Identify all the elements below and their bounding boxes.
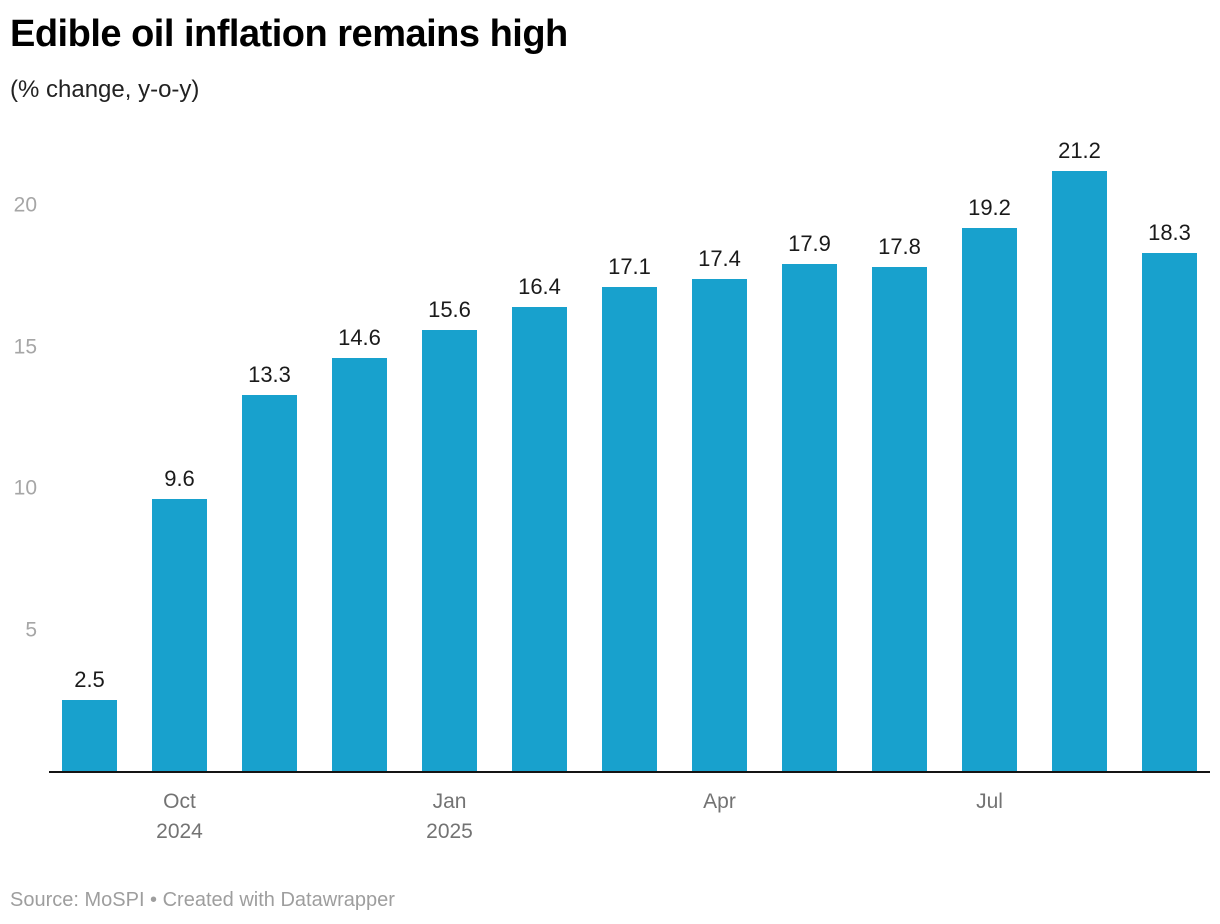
bar-value-label: 15.6 xyxy=(428,296,471,322)
bar-value-label: 9.6 xyxy=(164,466,195,492)
bar xyxy=(512,306,567,771)
bar xyxy=(422,329,477,771)
x-axis-tick-label: Apr xyxy=(703,790,736,813)
bar xyxy=(332,357,387,771)
bars-container: 2.5 9.6 Oct 2024 13.3 14.6 15.6 Jan 2025 16.4 17… xyxy=(49,130,1210,843)
bar-item: 21.2 xyxy=(1052,130,1107,771)
plot-area: 2.5 9.6 Oct 2024 13.3 14.6 15.6 Jan 2025 16.4 17… xyxy=(14,130,1210,843)
bar xyxy=(962,227,1017,771)
bar xyxy=(152,499,207,771)
bar-item: 17.8 xyxy=(872,130,927,771)
x-axis-tick-label: Jan 2025 xyxy=(426,790,473,843)
x-axis-tick-label: Jul xyxy=(976,790,1003,813)
bar-item: 19.2 Jul xyxy=(962,130,1017,813)
y-axis-tick-label: 20 xyxy=(13,193,37,217)
bar-item: 17.1 xyxy=(602,130,657,771)
bar-value-label: 17.9 xyxy=(788,231,831,257)
bar-value-label: 13.3 xyxy=(248,361,291,387)
bar-item: 9.6 Oct 2024 xyxy=(152,130,207,843)
bar-item: 14.6 xyxy=(332,130,387,771)
bar xyxy=(1052,171,1107,771)
bar-value-label: 17.1 xyxy=(608,254,651,280)
bar-item: 13.3 xyxy=(242,130,297,771)
bar xyxy=(782,264,837,771)
bar-value-label: 21.2 xyxy=(1058,138,1101,164)
bar-value-label: 2.5 xyxy=(74,667,105,693)
bar-value-label: 17.4 xyxy=(698,245,741,271)
bar xyxy=(242,394,297,771)
bar-item: 16.4 xyxy=(512,130,567,771)
bar xyxy=(872,267,927,771)
chart-header: Edible oil inflation remains high (% cha… xyxy=(10,12,1210,104)
bar-value-label: 17.8 xyxy=(878,234,921,260)
bar-item: 2.5 xyxy=(62,130,117,771)
bar-item: 17.9 xyxy=(782,130,837,771)
bar-item: 18.3 xyxy=(1142,130,1197,771)
bar xyxy=(62,700,117,771)
bar-item: 17.4 Apr xyxy=(692,130,747,813)
bar-value-label: 16.4 xyxy=(518,273,561,299)
y-axis-tick-label: 10 xyxy=(13,476,37,500)
source-note: Source: MoSPI • Created with Datawrapper xyxy=(10,889,395,911)
chart-title: Edible oil inflation remains high xyxy=(10,13,568,55)
bar xyxy=(1142,253,1197,771)
bar-value-label: 19.2 xyxy=(968,194,1011,220)
x-axis-tick-label: Oct 2024 xyxy=(156,790,203,843)
y-axis-tick-label: 15 xyxy=(13,335,37,358)
chart-subtitle: (% change, y-o-y) xyxy=(10,76,200,103)
bar-value-label: 18.3 xyxy=(1148,220,1191,246)
bar-value-label: 14.6 xyxy=(338,324,381,350)
bar xyxy=(692,278,747,771)
bar xyxy=(602,287,657,771)
y-axis-tick-label: 5 xyxy=(25,618,37,641)
bar-item: 15.6 Jan 2025 xyxy=(422,130,477,843)
